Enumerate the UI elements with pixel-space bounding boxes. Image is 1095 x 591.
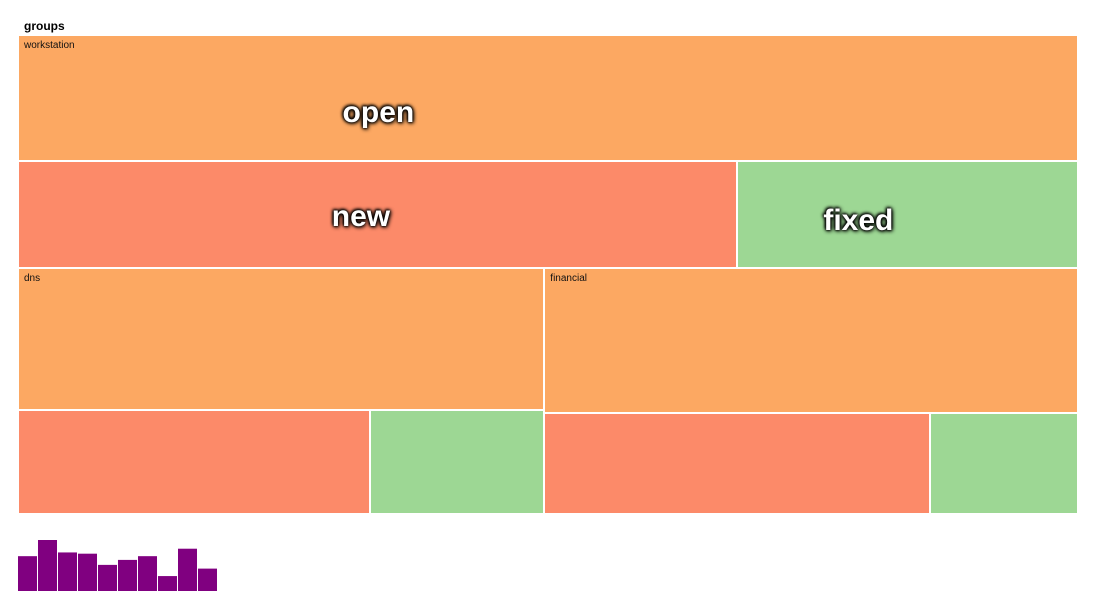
histogram-bar[interactable]: [38, 540, 57, 591]
histogram-bar[interactable]: [118, 559, 137, 591]
histogram-bar[interactable]: [178, 548, 197, 591]
cell-dns-fixed[interactable]: [369, 410, 545, 514]
cell-workstation-fixed[interactable]: [736, 161, 1078, 268]
histogram-bar[interactable]: [98, 564, 117, 591]
histogram-bar[interactable]: [198, 568, 217, 591]
treemap-chart: workstation open new fixed dns financial: [18, 35, 1078, 514]
histogram-bar[interactable]: [158, 576, 177, 591]
cell-financial-fixed[interactable]: [929, 412, 1078, 514]
cell-workstation-open[interactable]: [18, 35, 1078, 162]
cell-workstation-new[interactable]: [18, 161, 737, 268]
histogram-bar[interactable]: [78, 553, 97, 591]
histogram-bar[interactable]: [138, 556, 157, 591]
histogram-bar[interactable]: [18, 556, 37, 591]
cell-dns-open[interactable]: [18, 267, 545, 410]
treemap-root-title: groups: [24, 19, 65, 33]
cell-financial-open[interactable]: [544, 267, 1078, 413]
cell-dns-new[interactable]: [18, 410, 370, 514]
cell-financial-new[interactable]: [544, 412, 930, 514]
histogram-chart: [18, 540, 217, 591]
histogram-bar[interactable]: [58, 552, 77, 591]
